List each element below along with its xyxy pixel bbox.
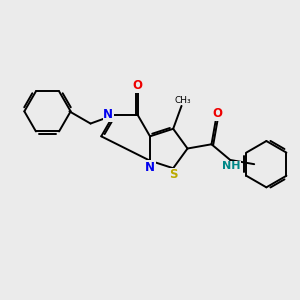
Text: S: S	[169, 168, 178, 181]
Text: N: N	[145, 161, 155, 174]
Text: O: O	[133, 79, 143, 92]
Text: N: N	[103, 108, 113, 121]
Text: CH₃: CH₃	[174, 96, 191, 105]
Text: NH: NH	[222, 161, 241, 172]
Text: O: O	[212, 107, 222, 120]
